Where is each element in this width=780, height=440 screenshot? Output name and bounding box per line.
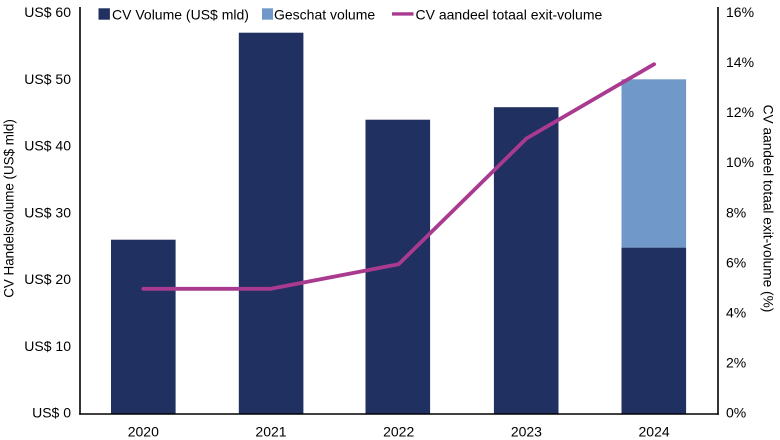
svg-text:2023: 2023 [511,424,542,440]
svg-text:US$ 10: US$ 10 [24,338,71,354]
svg-text:2022: 2022 [383,424,414,440]
svg-text:Geschat volume: Geschat volume [274,7,375,23]
svg-text:2021: 2021 [255,424,286,440]
svg-text:US$ 50: US$ 50 [24,71,71,87]
svg-text:2024: 2024 [639,424,670,440]
svg-text:6%: 6% [726,254,746,270]
svg-text:US$ 60: US$ 60 [24,4,71,20]
svg-text:14%: 14% [726,54,754,70]
svg-text:12%: 12% [726,104,754,120]
svg-text:4%: 4% [726,305,746,321]
svg-text:2020: 2020 [128,424,159,440]
svg-text:CV aandeel totaal exit-volume: CV aandeel totaal exit-volume [416,7,603,23]
svg-text:US$ 0: US$ 0 [32,405,71,421]
svg-text:CV aandeel totaal exit-volume: CV aandeel totaal exit-volume (%) [761,105,776,313]
svg-text:10%: 10% [726,154,754,170]
svg-text:8%: 8% [726,204,746,220]
svg-text:16%: 16% [726,4,754,20]
svg-text:CV Volume (US$ mld): CV Volume (US$ mld) [112,7,249,23]
svg-text:CV Handelsvolume (US$ mld): CV Handelsvolume (US$ mld) [2,119,17,298]
svg-text:2%: 2% [726,355,746,371]
svg-text:US$ 40: US$ 40 [24,138,71,154]
svg-text:0%: 0% [726,405,746,421]
svg-text:US$ 30: US$ 30 [24,204,71,220]
svg-text:US$ 20: US$ 20 [24,271,71,287]
